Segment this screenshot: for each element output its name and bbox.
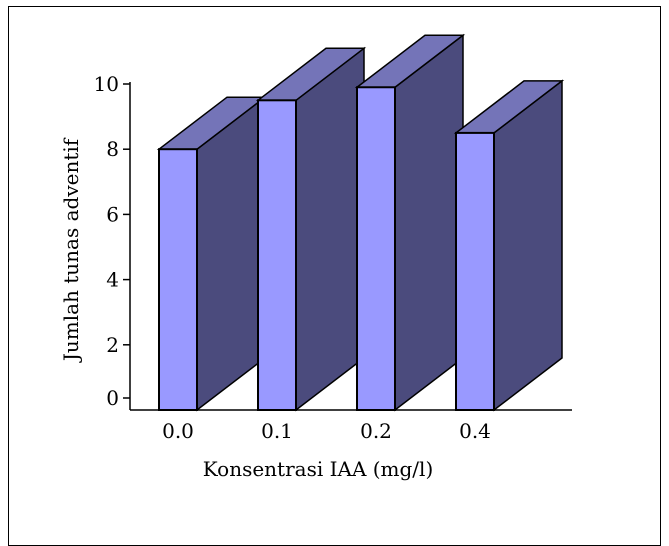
x-category-label: 0.0 — [162, 419, 194, 443]
bar-side — [493, 79, 563, 412]
y-tick-label: 0 — [106, 386, 119, 410]
bar-0.1 — [255, 46, 367, 412]
bars — [156, 33, 565, 412]
y-tick-label: 2 — [106, 333, 119, 357]
bar-front — [158, 148, 198, 411]
x-category-label: 0.4 — [459, 419, 491, 443]
bar-0.4 — [453, 79, 565, 412]
bar-side — [196, 95, 266, 412]
x-axis-title: Konsentrasi IAA (mg/l) — [203, 457, 434, 481]
bar-side — [295, 46, 365, 412]
y-tick-label: 6 — [106, 202, 119, 226]
x-category-label: 0.1 — [261, 419, 293, 443]
bar-side — [394, 33, 464, 412]
labels: 0 2 4 6 8 10 0.0 0.1 0.2 0.4 — [94, 72, 491, 443]
y-tick-label: 10 — [94, 72, 119, 96]
bar-front — [455, 131, 495, 411]
y-axis-title: Jumlah tunas adventif — [59, 137, 83, 363]
y-tick-label: 4 — [106, 268, 119, 292]
bar-front — [356, 86, 396, 411]
y-tick-label: 8 — [106, 137, 119, 161]
bar-front — [257, 99, 297, 412]
bar-0.0 — [156, 95, 268, 412]
bar-chart: 0 2 4 6 8 10 0.0 0.1 0.2 0.4 Jumlah tunas adventi… — [59, 33, 572, 481]
axes — [123, 82, 572, 411]
bar-0.2 — [354, 33, 466, 412]
x-category-label: 0.2 — [360, 419, 392, 443]
